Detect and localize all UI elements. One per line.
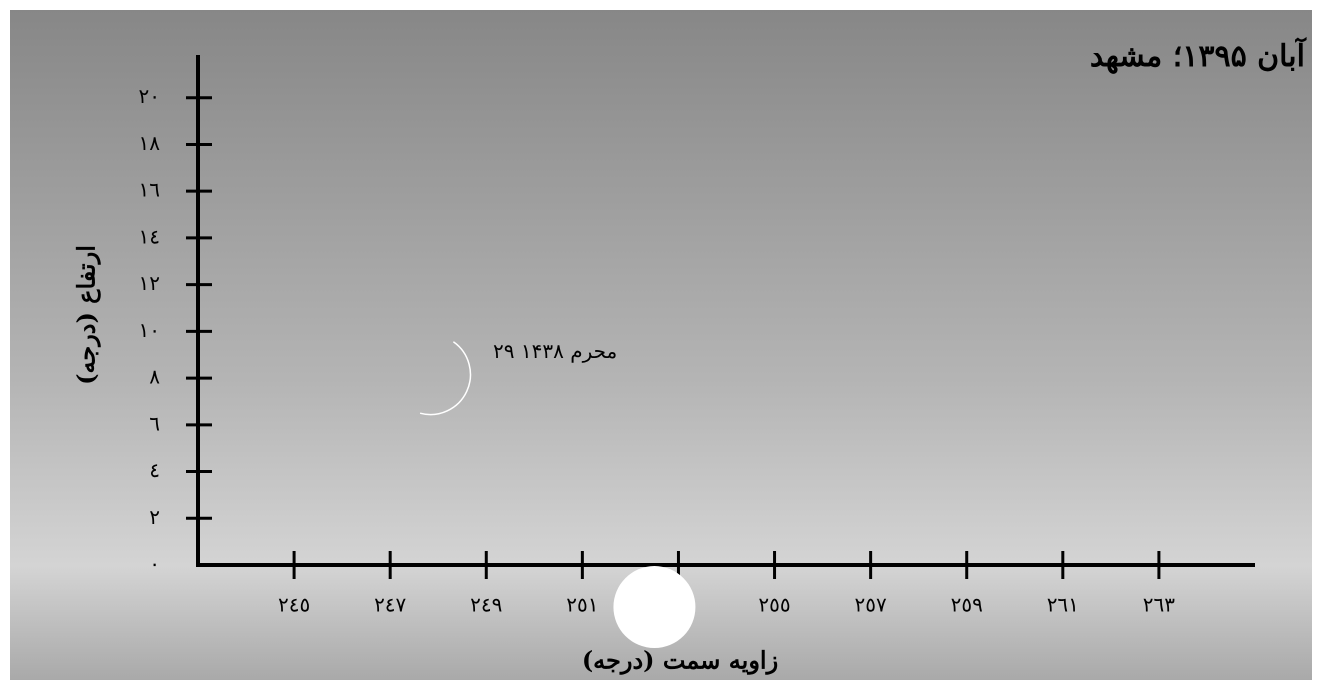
y-axis-label: ارتفاع (درجه) [72, 245, 102, 385]
y-tick-label: ٢ [149, 505, 160, 529]
x-tick-label: ٢٤٩ [470, 593, 502, 617]
x-tick-label: ٢٦١ [1047, 593, 1079, 617]
x-tick-label: ٢٤٧ [374, 593, 406, 617]
x-tick-label: ٢٥٧ [855, 593, 887, 617]
y-tick-label: ٨ [149, 365, 160, 389]
y-tick-label: ١٢ [139, 271, 160, 295]
chart-title: آبان ۱۳۹۵؛ مشهد [1090, 36, 1307, 74]
y-tick-label: ٦ [149, 411, 160, 435]
x-tick-label: ٢٥١ [566, 593, 598, 617]
y-tick-label: ١٤ [139, 224, 160, 248]
x-axis-label: زاویه سمت (درجه) [582, 646, 778, 676]
x-tick-label: ٢٤٥ [278, 593, 310, 617]
y-tick-label: ٠ [149, 552, 160, 576]
annotation: ۲۹ محرم ۱۴۳۸ [493, 339, 617, 363]
y-tick-label: ١٠ [139, 318, 160, 342]
y-tick-label: ٤ [149, 458, 160, 482]
x-tick-label: ٢٥٩ [951, 593, 983, 617]
y-tick-label: ٢٠ [139, 84, 160, 108]
x-tick-label: ٢٦٣ [1143, 593, 1175, 617]
y-tick-label: ١٨ [139, 131, 161, 155]
moon [419, 341, 472, 416]
x-tick-label: ٢٥٥ [758, 593, 790, 617]
y-tick-label: ١٦ [139, 178, 160, 202]
sun [613, 566, 696, 649]
